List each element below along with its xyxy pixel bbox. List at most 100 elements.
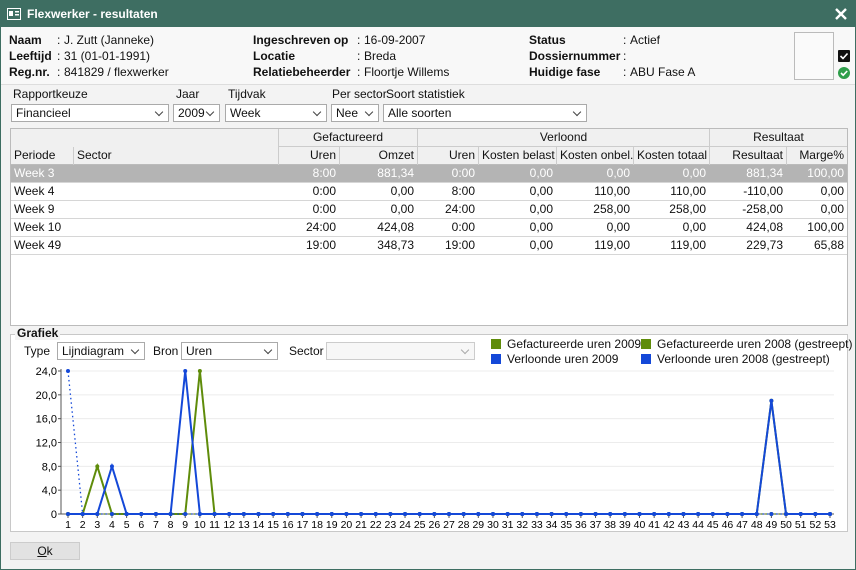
- table-cell[interactable]: 8:00: [417, 183, 478, 201]
- dropdown[interactable]: Nee: [331, 104, 379, 122]
- point: [784, 512, 788, 516]
- x-tick-label: 4: [109, 519, 115, 531]
- table-cell[interactable]: 0,00: [478, 201, 556, 219]
- point: [579, 512, 583, 516]
- table-cell[interactable]: Week 3: [11, 165, 73, 183]
- dropdown-value[interactable]: Nee: [336, 106, 358, 121]
- dropdown-arrow[interactable]: [264, 346, 272, 354]
- column-header: Resultaat: [709, 147, 786, 165]
- filter-label: Rapportkeuze: [13, 87, 88, 101]
- table-cell[interactable]: 424,08: [339, 219, 417, 237]
- table-cell[interactable]: 110,00: [556, 183, 633, 201]
- dropdown-arrow[interactable]: [155, 108, 163, 116]
- table-cell[interactable]: 24:00: [417, 201, 478, 219]
- dropdown-value[interactable]: Uren: [186, 344, 212, 359]
- point: [66, 369, 70, 373]
- point: [403, 512, 407, 516]
- chart-control-label: Sector: [289, 344, 324, 358]
- table-cell[interactable]: 19:00: [417, 237, 478, 255]
- table-cell[interactable]: Week 49: [11, 237, 73, 255]
- point: [183, 512, 187, 516]
- table-cell[interactable]: -258,00: [709, 201, 786, 219]
- dropdown[interactable]: Week: [225, 104, 327, 122]
- dropdown[interactable]: Financieel: [11, 104, 169, 122]
- table-cell[interactable]: 0,00: [633, 165, 709, 183]
- dropdown[interactable]: Lijndiagram: [57, 342, 145, 360]
- point: [359, 512, 363, 516]
- field-value: J. Zutt (Janneke): [64, 33, 154, 47]
- field-value: 841829 / flexwerker: [64, 65, 169, 79]
- table-cell[interactable]: 0,00: [478, 237, 556, 255]
- table-cell[interactable]: 0,00: [556, 219, 633, 237]
- dropdown-value[interactable]: Financieel: [16, 106, 71, 121]
- table-cell[interactable]: Week 9: [11, 201, 73, 219]
- dropdown-value[interactable]: Lijndiagram: [62, 344, 124, 359]
- table-cell[interactable]: 0,00: [478, 183, 556, 201]
- dropdown-arrow[interactable]: [573, 108, 581, 116]
- x-tick-label: 38: [604, 519, 616, 531]
- table-cell[interactable]: 100,00: [786, 165, 847, 183]
- point: [550, 512, 554, 516]
- table-cell[interactable]: 0,00: [633, 219, 709, 237]
- x-tick-label: 29: [472, 519, 484, 531]
- table-cell[interactable]: Week 10: [11, 219, 73, 237]
- x-tick-label: 37: [590, 519, 602, 531]
- ok-button[interactable]: Ok: [10, 542, 80, 560]
- table-cell[interactable]: 100,00: [786, 219, 847, 237]
- table-cell[interactable]: -110,00: [709, 183, 786, 201]
- table-cell[interactable]: 348,73: [339, 237, 417, 255]
- field-label: Huidige fase: [529, 65, 600, 79]
- table-cell[interactable]: 0:00: [417, 165, 478, 183]
- dropdown[interactable]: [326, 342, 475, 360]
- dropdown-value[interactable]: Week: [230, 106, 260, 121]
- table-cell[interactable]: 119,00: [633, 237, 709, 255]
- dropdown-value[interactable]: Alle soorten: [388, 106, 451, 121]
- table-cell[interactable]: 8:00: [278, 165, 339, 183]
- table-cell[interactable]: 258,00: [556, 201, 633, 219]
- dropdown-arrow[interactable]: [461, 346, 469, 354]
- table-cell[interactable]: 110,00: [633, 183, 709, 201]
- dropdown-arrow[interactable]: [365, 108, 373, 116]
- table-cell[interactable]: 19:00: [278, 237, 339, 255]
- point: [154, 512, 158, 516]
- table-cell[interactable]: 258,00: [633, 201, 709, 219]
- table-cell[interactable]: Week 4: [11, 183, 73, 201]
- table-cell[interactable]: 424,08: [709, 219, 786, 237]
- table-cell[interactable]: 0,00: [478, 165, 556, 183]
- table-cell[interactable]: 0,00: [786, 183, 847, 201]
- dropdown-value[interactable]: 2009: [178, 106, 205, 121]
- x-tick-label: 23: [385, 519, 397, 531]
- dropdown-arrow[interactable]: [313, 108, 321, 116]
- field-separator: :: [357, 49, 360, 63]
- close-button[interactable]: [835, 8, 847, 20]
- table-cell[interactable]: 0,00: [339, 201, 417, 219]
- table-cell[interactable]: 0,00: [556, 165, 633, 183]
- x-tick-label: 52: [810, 519, 822, 531]
- table-cell[interactable]: 881,34: [339, 165, 417, 183]
- table-cell[interactable]: 119,00: [556, 237, 633, 255]
- table-cell[interactable]: 881,34: [709, 165, 786, 183]
- table-cell[interactable]: 0:00: [278, 183, 339, 201]
- table-cell[interactable]: 0,00: [339, 183, 417, 201]
- point: [242, 512, 246, 516]
- ok-label[interactable]: Ok: [37, 543, 52, 559]
- table-cell[interactable]: 229,73: [709, 237, 786, 255]
- x-tick-label: 11: [209, 519, 220, 531]
- group-header: Gefactureerd: [278, 129, 417, 147]
- dropdown-arrow[interactable]: [131, 346, 139, 354]
- dropdown[interactable]: Alle soorten: [383, 104, 587, 122]
- dropdown[interactable]: Uren: [181, 342, 278, 360]
- filter-label: Soort statistiek: [386, 87, 465, 101]
- dropdown[interactable]: 2009: [173, 104, 220, 122]
- x-tick-label: 20: [341, 519, 353, 531]
- dropdown-arrow[interactable]: [206, 108, 214, 116]
- table-cell[interactable]: 0:00: [417, 219, 478, 237]
- table-cell[interactable]: 65,88: [786, 237, 847, 255]
- point: [769, 399, 773, 403]
- table-cell[interactable]: 0:00: [278, 201, 339, 219]
- table-cell[interactable]: 24:00: [278, 219, 339, 237]
- table-cell[interactable]: 0,00: [478, 219, 556, 237]
- table-cell[interactable]: 0,00: [786, 201, 847, 219]
- x-tick-label: 14: [253, 519, 265, 531]
